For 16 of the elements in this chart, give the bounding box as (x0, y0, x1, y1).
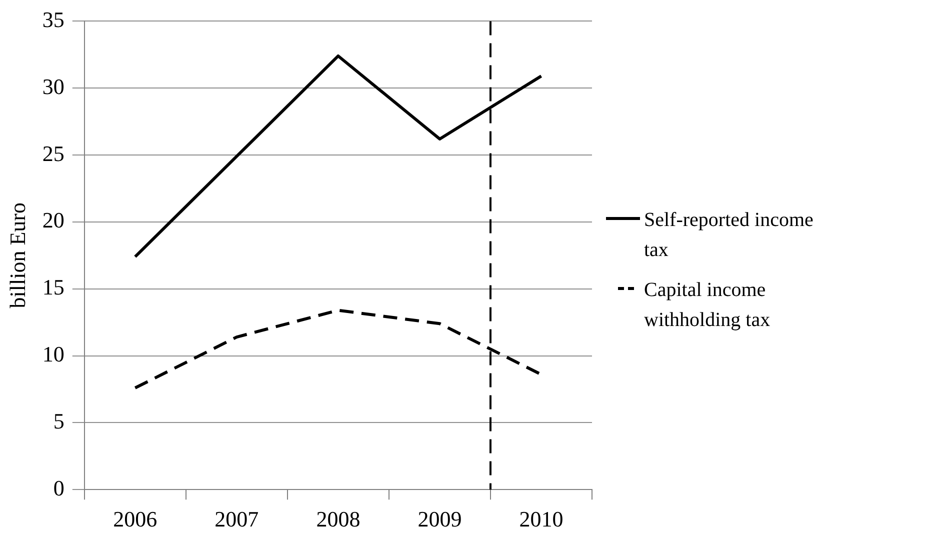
y-tick-label: 10 (42, 342, 64, 367)
y-tick-label: 15 (42, 274, 64, 300)
x-tick-label: 2010 (519, 506, 564, 532)
legend-label: Self-reported income tax (644, 208, 814, 263)
y-tick-label: 25 (42, 140, 64, 166)
y-tick-label: 30 (42, 74, 64, 99)
x-tick-label: 2007 (214, 506, 259, 532)
x-tick-label: 2009 (418, 506, 462, 532)
y-axis-title: billion Euro (4, 202, 30, 308)
y-tick-label: 0 (53, 475, 64, 500)
x-tick-label: 2006 (113, 506, 158, 532)
y-tick-label: 35 (42, 6, 64, 32)
y-tick-label: 5 (53, 408, 64, 434)
x-tick-label: 2008 (316, 506, 360, 532)
legend-label: Capital income withholding tax (644, 278, 772, 333)
y-tick-label: 20 (42, 208, 64, 233)
